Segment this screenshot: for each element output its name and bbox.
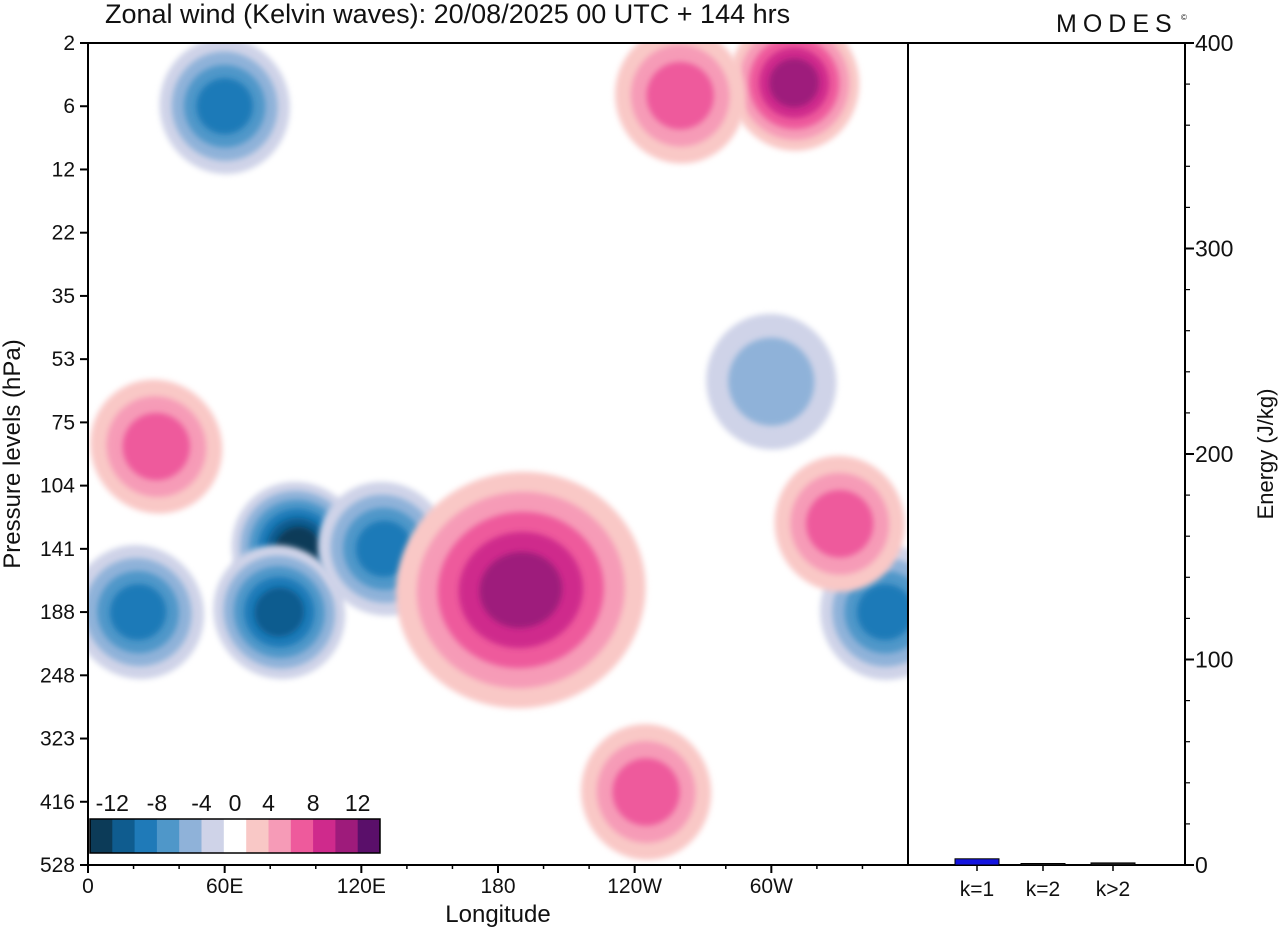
y-axis-label: Pressure levels (hPa)	[0, 339, 26, 568]
y-tick-label: 6	[63, 95, 75, 118]
energy-tick-label: 300	[1195, 236, 1233, 262]
wind-feature	[615, 43, 746, 164]
colorbar-label: 12	[345, 790, 371, 816]
y-tick-label: 12	[52, 158, 75, 181]
colorbar-swatch	[290, 819, 314, 853]
colorbar-swatch	[335, 819, 359, 853]
x-tick-label: 0	[82, 875, 94, 898]
wind-contour-band	[254, 587, 305, 637]
y-tick-label: 53	[52, 348, 75, 371]
wind-contour-band	[806, 490, 874, 558]
colorbar-swatch	[246, 819, 269, 853]
colorbar-swatch	[112, 819, 136, 853]
colorbar-label: -4	[191, 790, 212, 816]
y-tick-label: 75	[52, 411, 75, 434]
wind-feature	[774, 455, 905, 592]
brand-logo: MODES	[1056, 10, 1178, 38]
wind-contour-band	[196, 78, 253, 135]
colorbar-label: 0	[229, 790, 242, 816]
energy-tick-label: 200	[1195, 441, 1233, 467]
wind-feature	[159, 43, 290, 175]
wind-contour-band	[122, 412, 190, 481]
colorbar-swatch	[268, 819, 292, 853]
energy-bar-1	[954, 858, 1000, 866]
bar-category-label: k=2	[1026, 878, 1060, 901]
colorbar-swatch	[223, 819, 247, 853]
wind-feature	[396, 471, 646, 709]
y-tick-label: 416	[40, 791, 75, 814]
energy-tick-label: 400	[1195, 30, 1233, 56]
y-tick-label: 323	[40, 728, 75, 751]
colorbar-label: -8	[147, 790, 167, 816]
colorbar-swatch	[134, 819, 158, 853]
wind-contour-band	[612, 758, 680, 826]
energy-tick-label: 0	[1195, 852, 1208, 878]
x-axis-label: Longitude	[445, 901, 550, 928]
y-tick-label: 188	[40, 601, 75, 624]
wind-feature	[213, 545, 346, 680]
wind-contour-band	[109, 584, 167, 641]
bar-category-label: k>2	[1096, 878, 1130, 901]
wind-feature	[90, 379, 223, 514]
y-tick-label: 22	[52, 222, 75, 245]
y-tick-label: 104	[40, 475, 75, 498]
bar-panel-frame	[907, 42, 1186, 866]
wind-contour-band	[856, 584, 908, 641]
wind-contour-band	[769, 58, 820, 108]
energy-tick-label: 100	[1195, 647, 1233, 673]
colorbar-swatch	[201, 819, 225, 853]
x-tick-label: 60W	[750, 875, 793, 898]
colorbar-swatch	[357, 819, 381, 853]
colorbar: -12 -8 -4 0 4 8 12	[86, 781, 384, 857]
wind-field-regions	[88, 43, 908, 860]
colorbar-frame	[89, 818, 381, 854]
brand-registered-mark: ©	[1181, 13, 1187, 22]
wind-contour-band	[355, 520, 413, 577]
x-tick-label: 180	[480, 875, 515, 898]
bar-category-label: k=1	[960, 878, 994, 901]
colorbar-swatch	[156, 819, 180, 853]
wind-contour-band	[646, 62, 714, 130]
heatmap-plot-area	[88, 43, 908, 865]
x-tick-label: 120W	[607, 875, 662, 898]
y-tick-label: 35	[52, 285, 75, 308]
wind-contour-band	[728, 337, 815, 426]
x-tick-label: 60E	[206, 875, 243, 898]
colorbar-swatch	[179, 819, 202, 853]
wind-feature	[581, 724, 712, 860]
wind-feature	[88, 545, 205, 680]
y-tick-label: 248	[40, 664, 75, 687]
heatmap-background	[88, 43, 908, 865]
colorbar-label: -12	[96, 790, 129, 816]
wind-feature	[706, 313, 837, 450]
chart-title: Zonal wind (Kelvin waves): 20/08/2025 00…	[105, 0, 790, 29]
y-tick-label: 141	[40, 538, 75, 561]
x-tick-label: 120E	[337, 875, 386, 898]
colorbar-swatch	[313, 819, 336, 853]
energy-axis-label: Energy (J/kg)	[1253, 389, 1278, 520]
y-tick-label: 528	[40, 854, 75, 877]
energy-bar-panel: 0 100 200 300 400 k=1 k=2 k>2	[907, 30, 1233, 901]
energy-bar-2	[1020, 863, 1066, 866]
energy-bar-3	[1090, 862, 1136, 866]
colorbar-swatch	[90, 819, 113, 853]
wind-feature	[728, 43, 860, 151]
colorbar-label: 4	[262, 790, 275, 816]
wind-contour-band	[479, 551, 563, 629]
colorbar-label: 8	[307, 790, 320, 816]
y-tick-label: 2	[63, 32, 75, 55]
